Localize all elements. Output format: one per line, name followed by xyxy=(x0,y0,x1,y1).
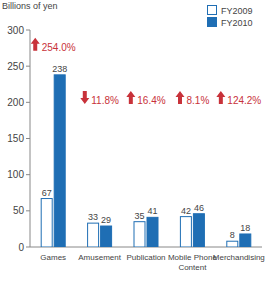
x-tick-line: Content xyxy=(178,263,207,272)
y-tick xyxy=(26,210,30,211)
data-label: 8 xyxy=(230,230,235,240)
legend-label: FY2010 xyxy=(221,18,253,28)
y-tick-label: 0 xyxy=(18,242,24,253)
data-label: 29 xyxy=(101,215,111,225)
y-tick-label: 200 xyxy=(7,97,24,108)
bar xyxy=(101,226,112,247)
y-tick xyxy=(26,30,30,31)
annotation: 254.0% xyxy=(31,38,76,53)
annotation: 11.8% xyxy=(80,91,119,106)
annotation: 16.4% xyxy=(126,91,165,106)
annotation-arrow xyxy=(126,91,135,104)
chart: Billions of yen0501001502002503006733354… xyxy=(0,0,268,286)
data-label: 18 xyxy=(240,223,250,233)
y-tick-label: 100 xyxy=(7,169,24,180)
bar xyxy=(180,217,191,247)
bar xyxy=(193,214,204,247)
y-tick xyxy=(26,102,30,103)
x-tick-label: Publication xyxy=(126,253,165,262)
annotation-text: 11.8% xyxy=(91,95,119,106)
x-tick-line: Merchandising xyxy=(213,253,265,262)
x-tick-label: Merchandising xyxy=(213,253,265,262)
data-label: 35 xyxy=(134,211,144,221)
x-tick-label: Mobile PhoneContent xyxy=(168,253,217,272)
annotation-arrow xyxy=(176,91,185,104)
bar xyxy=(41,199,52,247)
y-tick-label: 50 xyxy=(13,205,25,216)
bar xyxy=(227,241,238,247)
legend-label: FY2009 xyxy=(221,6,253,16)
bar xyxy=(147,217,158,247)
y-axis-title: Billions of yen xyxy=(2,1,58,11)
x-tick-line: Amusement xyxy=(78,253,121,262)
y-tick xyxy=(26,66,30,67)
data-label: 46 xyxy=(194,203,204,213)
y-tick-label: 150 xyxy=(7,133,24,144)
bar xyxy=(240,234,251,247)
data-label: 33 xyxy=(88,212,98,222)
y-tick xyxy=(26,247,30,248)
x-tick-line: Games xyxy=(40,253,66,262)
annotation-arrow xyxy=(216,91,225,104)
y-tick xyxy=(26,138,30,139)
bar xyxy=(88,223,99,247)
x-tick-line: Mobile Phone xyxy=(168,253,217,262)
annotation-text: 8.1% xyxy=(187,95,210,106)
annotation: 8.1% xyxy=(176,91,210,106)
y-axis xyxy=(30,30,31,247)
annotation-text: 124.2% xyxy=(227,95,261,106)
y-tick xyxy=(26,174,30,175)
annotation-text: 254.0% xyxy=(42,42,76,53)
data-label: 67 xyxy=(42,188,52,198)
x-tick-label: Games xyxy=(40,253,66,262)
bar xyxy=(54,75,65,247)
annotation-text: 16.4% xyxy=(137,95,165,106)
x-tick-line: Publication xyxy=(126,253,165,262)
data-label: 238 xyxy=(52,64,67,74)
annotation: 124.2% xyxy=(216,91,261,106)
legend-swatch xyxy=(208,18,217,27)
annotation-arrow xyxy=(80,91,89,104)
y-tick-label: 250 xyxy=(7,61,24,72)
bar xyxy=(134,222,145,247)
annotation-arrow xyxy=(31,38,40,51)
bars xyxy=(41,75,251,247)
data-label: 42 xyxy=(181,206,191,216)
legend-swatch xyxy=(208,6,217,15)
x-tick-label: Amusement xyxy=(78,253,121,262)
y-tick-label: 300 xyxy=(7,25,24,36)
data-label: 41 xyxy=(147,206,157,216)
